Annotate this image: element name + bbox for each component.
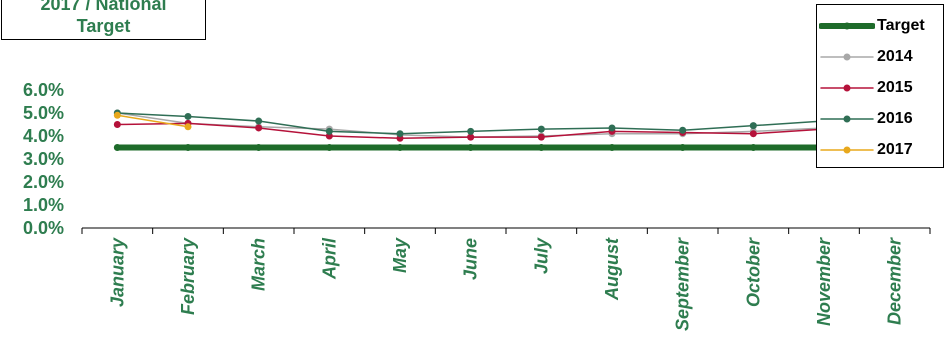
x-tick-label: April [319,237,339,280]
legend-swatch-2017 [820,146,874,154]
data-point-2016 [396,130,404,138]
data-point-target [325,144,333,151]
data-point-target [396,144,404,151]
data-point-target [749,144,757,151]
x-tick-label: September [673,237,693,331]
y-tick-label: 6.0% [23,80,64,100]
data-point-target [255,144,263,151]
y-tick-label: 2.0% [23,172,64,192]
legend-label-2017: 2017 [877,141,913,158]
legend-swatch-2015 [820,84,874,92]
legend-label-2015: 2015 [877,79,913,96]
chart-title-line-1: 2017 / National [40,0,167,14]
data-point-target [608,144,616,151]
data-point-2015 [749,130,757,138]
data-point-2015 [537,133,545,141]
x-tick-label: October [743,237,763,307]
x-tick-label: July [531,237,551,274]
data-point-2016 [467,127,475,135]
data-point-target [679,144,687,151]
legend-swatch-2014 [820,53,874,61]
legend-item-2014: 2014 [817,44,943,70]
legend-label-2016: 2016 [877,110,913,127]
legend-swatch-target [819,22,875,30]
legend-label-target: Target [877,17,925,34]
y-tick-label: 0.0% [23,218,64,238]
data-point-target [467,144,475,151]
data-point-target [184,144,192,151]
data-point-2015 [255,124,263,132]
x-tick-label: August [602,237,622,301]
legend-label-2014: 2014 [877,48,913,65]
data-point-2015 [113,121,121,128]
data-point-2016 [325,127,333,135]
x-tick-label: June [461,238,481,280]
x-tick-label: March [249,238,269,291]
y-tick-label: 5.0% [23,103,64,123]
data-point-2017 [113,111,121,119]
data-point-2016 [749,122,757,130]
data-point-2015 [467,133,475,141]
legend-item-2017: 2017 [817,137,943,163]
legend: Target 2014 2015 2016 2017 [816,4,944,168]
data-point-2016 [679,126,687,134]
legend-item-target: Target [817,13,943,39]
legend-item-2016: 2016 [817,106,943,132]
x-tick-label: November [814,237,834,326]
x-tick-label: February [178,237,198,315]
y-tick-label: 4.0% [23,126,64,146]
series-line-2017 [116,114,189,128]
data-point-2016 [255,117,263,125]
x-tick-label: January [107,237,127,307]
data-point-target [113,144,121,151]
x-tick-label: December [885,237,905,325]
chart-title: 2017 / National Target [1,0,206,40]
data-point-2016 [608,124,616,132]
chart-title-line-2: Target [76,16,131,36]
legend-swatch-2016 [820,115,874,123]
y-tick-label: 3.0% [23,149,64,169]
data-point-2016 [537,125,545,133]
x-tick-label: May [390,237,410,273]
data-point-2017 [184,123,192,131]
data-point-target [537,144,545,151]
legend-item-2015: 2015 [817,75,943,101]
data-point-2016 [184,112,192,120]
y-tick-label: 1.0% [23,195,64,215]
